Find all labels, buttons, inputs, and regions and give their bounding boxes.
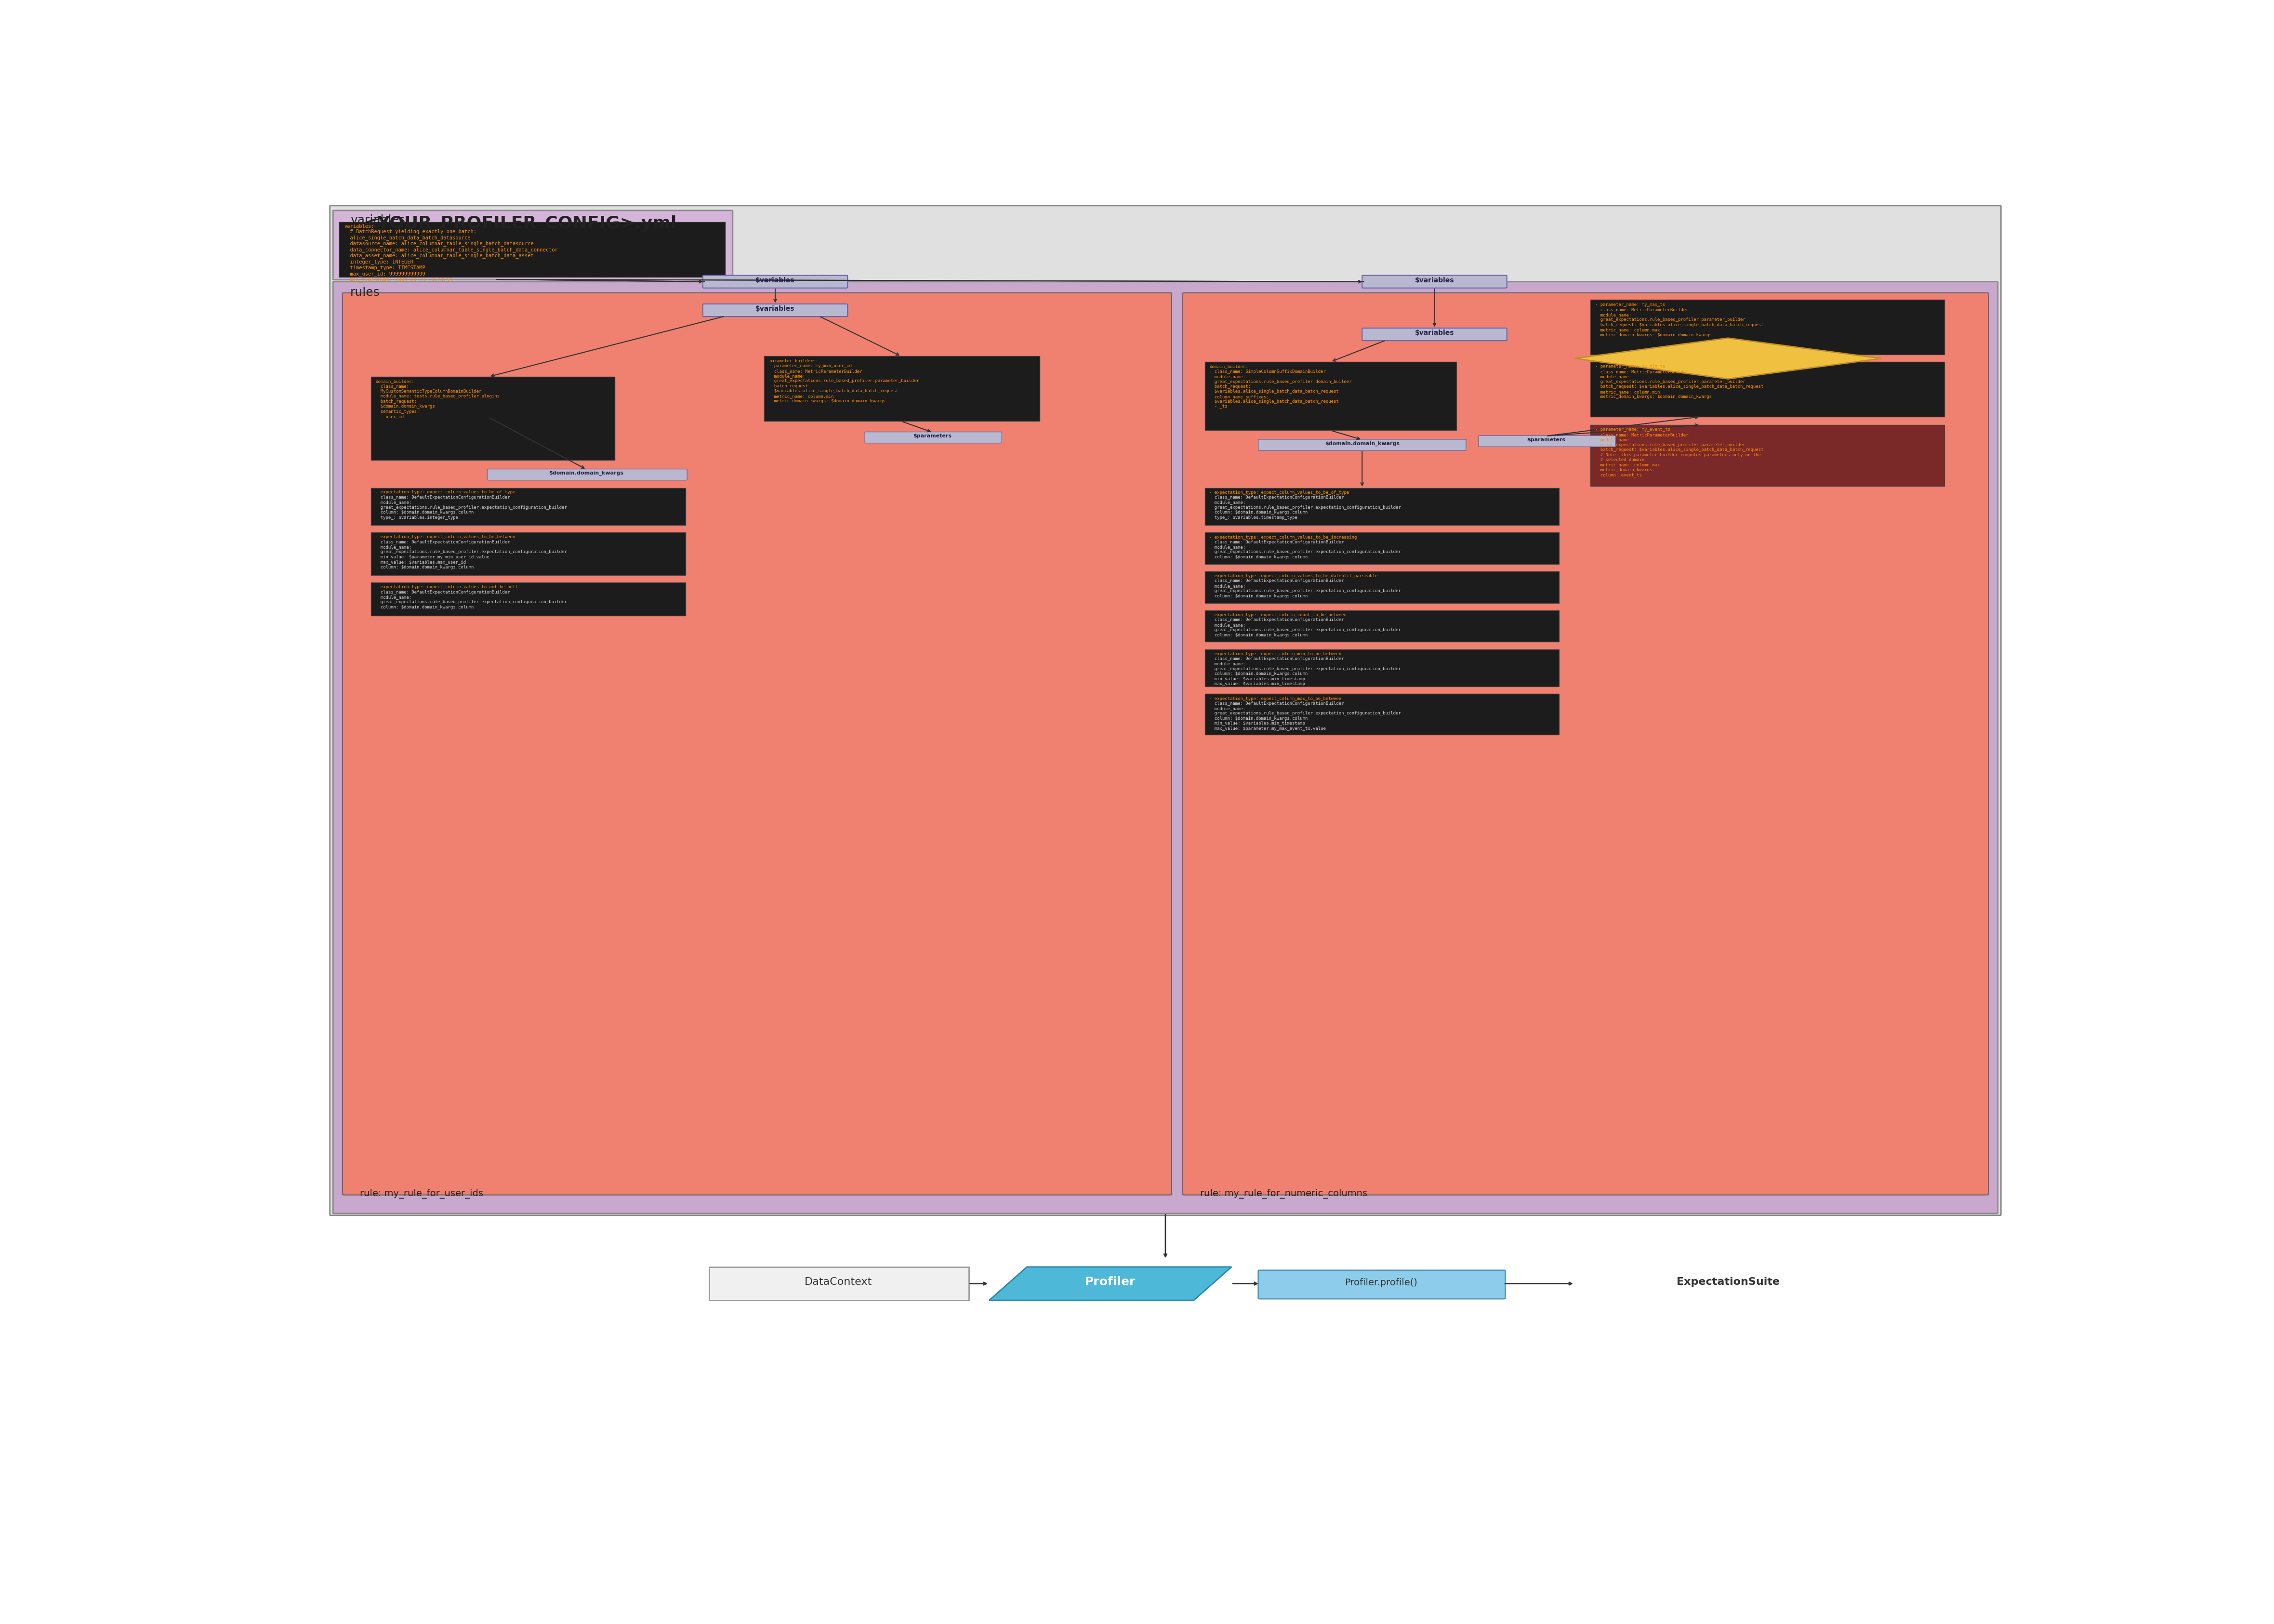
Text: $variables: $variables [1414, 330, 1453, 336]
Text: - expectation_type: expect_column_min_to_be_between: - expectation_type: expect_column_min_to… [1210, 651, 1342, 656]
Bar [1590, 300, 1944, 354]
Text: class_name: DefaultExpectationConfigurationBuilder
  module_name:
  great_expect: class_name: DefaultExpectationConfigurat… [1210, 539, 1401, 559]
Bar [1590, 362, 1944, 417]
Text: rule: my_rule_for_numeric_columns: rule: my_rule_for_numeric_columns [1201, 1189, 1367, 1199]
Text: class_name: DefaultExpectationConfigurationBuilder
  module_name:
  great_expect: class_name: DefaultExpectationConfigurat… [1210, 578, 1401, 598]
Bar [339, 222, 725, 276]
Text: class_name: DefaultExpectationConfigurationBuilder
  module_name:
  great_expect: class_name: DefaultExpectationConfigurat… [375, 539, 566, 570]
FancyBboxPatch shape [703, 276, 848, 287]
Bar [371, 377, 614, 460]
Bar [1205, 572, 1558, 603]
Bar [1590, 425, 1944, 486]
FancyBboxPatch shape [1258, 1270, 1505, 1299]
Text: domain_builder:
  class_name:
  MyCustomSemanticTypeColumnDomainBuilder
  module: domain_builder: class_name: MyCustomSema… [375, 380, 500, 419]
Text: $variables: $variables [1414, 276, 1453, 284]
Bar [371, 583, 684, 615]
Text: $parameters: $parameters [914, 434, 953, 438]
Text: $domain.domain_kwargs: $domain.domain_kwargs [548, 471, 623, 476]
Bar [371, 487, 684, 525]
Bar [1205, 487, 1558, 525]
Bar [1205, 650, 1558, 687]
Text: <YOUR_PROFILER_CONFIG>.yml: <YOUR_PROFILER_CONFIG>.yml [364, 216, 678, 232]
Text: class_name: MetricParameterBuilder
  module_name:
  great_expectations.rule_base: class_name: MetricParameterBuilder modul… [1594, 432, 1762, 477]
FancyBboxPatch shape [332, 281, 1999, 1213]
Text: ExpectationSuite: ExpectationSuite [1676, 1276, 1781, 1286]
Text: - expectation_type: expect_column_max_to_be_between: - expectation_type: expect_column_max_to… [1210, 697, 1342, 700]
FancyBboxPatch shape [332, 211, 732, 279]
Text: - expectation_type: expect_column_values_to_be_dateutil_parseable: - expectation_type: expect_column_values… [1210, 573, 1378, 578]
Bar [1205, 693, 1558, 734]
Text: $variables: $variables [755, 276, 796, 284]
Bar [1205, 611, 1558, 641]
Text: variables: variables [350, 214, 405, 226]
Text: rule: my_rule_for_user_ids: rule: my_rule_for_user_ids [359, 1189, 482, 1199]
FancyBboxPatch shape [703, 304, 848, 317]
Text: class_name: DefaultExpectationConfigurationBuilder
  module_name:
  great_expect: class_name: DefaultExpectationConfigurat… [1210, 656, 1401, 685]
Text: - parameter_name: my_max_ts: - parameter_name: my_max_ts [1594, 302, 1665, 307]
FancyBboxPatch shape [1478, 435, 1615, 447]
FancyBboxPatch shape [1182, 292, 1987, 1195]
Text: - parameter_name: my_event_ts: - parameter_name: my_event_ts [1594, 427, 1669, 432]
Text: Profiler: Profiler [1085, 1276, 1135, 1288]
Text: class_name: MetricParameterBuilder
  module_name:
  great_expectations.rule_base: class_name: MetricParameterBuilder modul… [1594, 370, 1762, 400]
Text: - parameter_name: my_min_ts: - parameter_name: my_min_ts [1594, 364, 1665, 369]
Text: class_name: DefaultExpectationConfigurationBuilder
  module_name:
  great_expect: class_name: DefaultExpectationConfigurat… [375, 495, 566, 520]
Text: $variables: $variables [755, 305, 796, 312]
Text: domain_builder:
  class_name: SimpleColumnSuffixDomainBuilder
  module_name:
  g: domain_builder: class_name: SimpleColumn… [1210, 364, 1353, 409]
FancyBboxPatch shape [330, 206, 2001, 1215]
Text: rules: rules [350, 287, 380, 299]
Bar [1205, 533, 1558, 564]
FancyBboxPatch shape [1362, 328, 1508, 341]
Text: class_name: DefaultExpectationConfigurationBuilder
  module_name:
  great_expect: class_name: DefaultExpectationConfigurat… [1210, 495, 1401, 520]
Polygon shape [989, 1267, 1233, 1301]
Text: - expectation_type: expect_column_count_to_be_between: - expectation_type: expect_column_count_… [1210, 612, 1346, 617]
Text: class_name: MetricParameterBuilder
  module_name:
  great_expectations.rule_base: class_name: MetricParameterBuilder modul… [1594, 307, 1762, 338]
Text: - expectation_type: expect_column_values_to_be_increasing: - expectation_type: expect_column_values… [1210, 534, 1358, 539]
FancyBboxPatch shape [864, 432, 1003, 443]
Text: - expectation_type: expect_column_values_to_be_of_type: - expectation_type: expect_column_values… [375, 490, 516, 494]
Bar [371, 533, 684, 575]
Text: - expectation_type: expect_column_values_to_not_be_null: - expectation_type: expect_column_values… [375, 585, 518, 590]
Text: class_name: DefaultExpectationConfigurationBuilder
  module_name:
  great_expect: class_name: DefaultExpectationConfigurat… [1210, 617, 1401, 637]
Text: - expectation_type: expect_column_values_to_be_of_type: - expectation_type: expect_column_values… [1210, 490, 1348, 495]
Text: $domain.domain_kwargs: $domain.domain_kwargs [1326, 442, 1399, 447]
Bar [1205, 362, 1458, 430]
Text: - expectation_type: expect_column_values_to_be_between: - expectation_type: expect_column_values… [375, 534, 516, 539]
Text: class_name: DefaultExpectationConfigurationBuilder
  module_name:
  great_expect: class_name: DefaultExpectationConfigurat… [1210, 702, 1401, 731]
FancyBboxPatch shape [487, 469, 687, 481]
FancyBboxPatch shape [1362, 276, 1508, 287]
Text: class_name: DefaultExpectationConfigurationBuilder
  module_name:
  great_expect: class_name: DefaultExpectationConfigurat… [375, 590, 566, 609]
Text: $parameters: $parameters [1526, 437, 1565, 442]
FancyBboxPatch shape [1258, 440, 1467, 450]
Text: parameter_builders:
- parameter_name: my_min_user_id
  class_name: MetricParamet: parameter_builders: - parameter_name: my… [769, 359, 919, 403]
FancyBboxPatch shape [343, 292, 1171, 1195]
Polygon shape [1574, 338, 1881, 378]
Bar [709, 1267, 969, 1301]
Bar [764, 356, 1039, 421]
Text: variables:
  # BatchRequest yielding exactly one batch:
  alice_single_batch_dat: variables: # BatchRequest yielding exact… [343, 224, 557, 283]
Text: Profiler.profile(): Profiler.profile() [1344, 1278, 1417, 1288]
Text: DataContext: DataContext [805, 1276, 871, 1286]
